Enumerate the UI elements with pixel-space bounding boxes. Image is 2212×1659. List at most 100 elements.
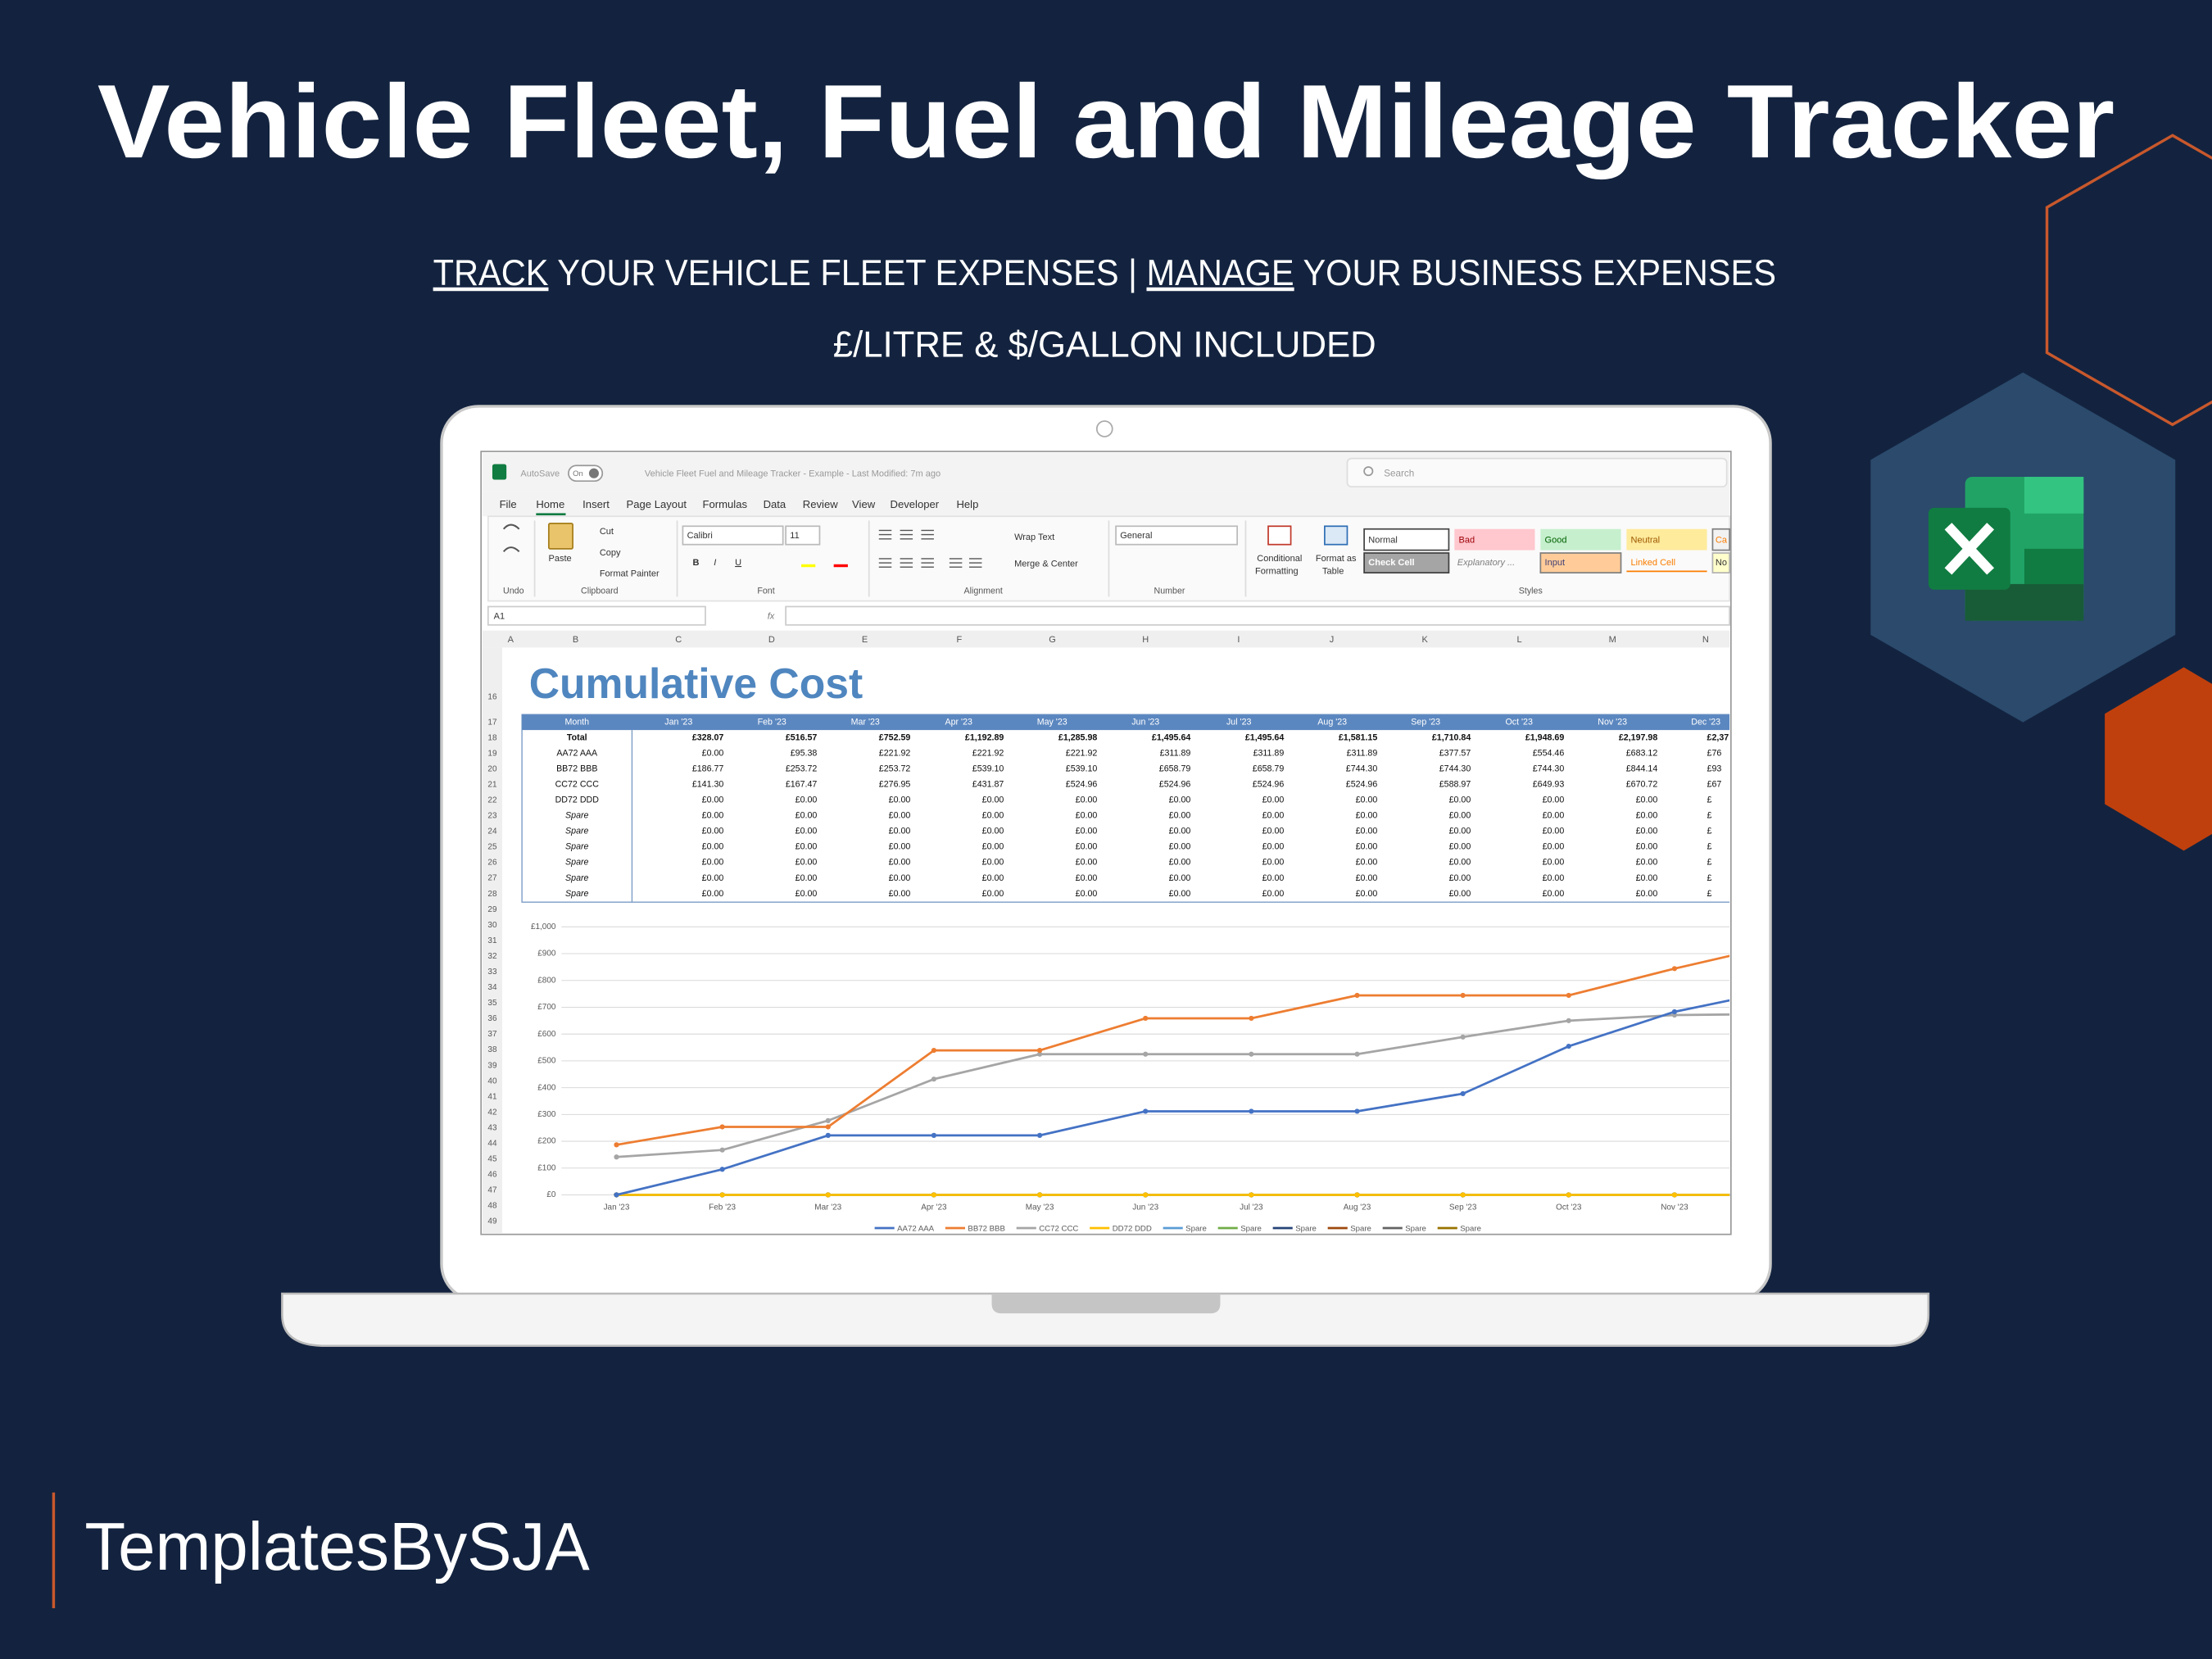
x-tick-label: Jan '23 [604, 1203, 630, 1213]
merge-center[interactable]: Merge & Center [1014, 560, 1078, 569]
wrap-text[interactable]: Wrap Text [1014, 533, 1054, 542]
column-letter: A [508, 635, 514, 645]
series-point [1036, 1051, 1043, 1057]
table-header: Jun '23 [1131, 717, 1159, 727]
table-cell: £0.00 [702, 827, 724, 836]
table-cell: £221.92 [1066, 748, 1098, 758]
y-tick-label: £100 [537, 1163, 556, 1172]
table-cell: £311.89 [1253, 748, 1285, 758]
ribbon-tab[interactable]: File [500, 498, 517, 510]
series-point [1566, 1192, 1571, 1198]
table-cell: £744.30 [1346, 764, 1378, 773]
group-label: Styles [1519, 586, 1543, 596]
series-point [1036, 1192, 1043, 1198]
legend-label: Spare [1350, 1224, 1371, 1233]
format-table-icon[interactable] [1324, 525, 1349, 546]
series-point [1354, 992, 1360, 999]
ribbon-tab[interactable]: Insert [582, 498, 610, 510]
y-tick-label: £200 [537, 1137, 556, 1146]
style-check-cell[interactable] [1363, 552, 1450, 573]
ribbon-tab[interactable]: Page Layout [627, 498, 687, 510]
table-cell: £0.00 [1449, 796, 1471, 805]
ribbon-tab[interactable]: View [852, 498, 876, 510]
y-tick-label: £1,000 [531, 922, 556, 931]
conditional-icon[interactable] [1267, 525, 1292, 546]
table-cell: £0.00 [1543, 842, 1565, 852]
logo-part [2024, 477, 2084, 514]
series-line [616, 999, 1730, 1196]
row-number: 45 [487, 1155, 497, 1164]
series-point [1249, 1192, 1254, 1198]
formula-input[interactable] [785, 605, 1730, 626]
table-cell: Spare [565, 873, 589, 883]
number-format-box[interactable] [1115, 525, 1239, 546]
font-color [833, 564, 848, 568]
alignment-icons[interactable] [878, 529, 982, 568]
table-cell: £0.00 [889, 873, 911, 883]
row-number: 38 [487, 1045, 497, 1054]
style-normal[interactable] [1363, 528, 1450, 551]
row-number: 25 [487, 843, 497, 852]
table-cell: £0.00 [1076, 858, 1098, 868]
legend-label: CC72 CCC [1039, 1224, 1078, 1233]
style-input[interactable] [1539, 552, 1622, 573]
style-label[interactable]: Explanatory ... [1457, 558, 1515, 568]
ribbon-tab[interactable]: Review [803, 498, 838, 510]
row-number: 36 [487, 1014, 497, 1023]
legend-label: Spare [1405, 1224, 1426, 1233]
table-cell: £0.00 [1449, 858, 1471, 868]
style-neutral[interactable] [1626, 528, 1707, 551]
row-number: 18 [487, 733, 497, 742]
style-good[interactable] [1540, 528, 1621, 551]
series-point [614, 1142, 619, 1148]
table-cell: £0.00 [1636, 827, 1658, 836]
row-number: 46 [487, 1171, 497, 1180]
underline-button[interactable]: U [735, 558, 741, 568]
tagline-track: TRACK [433, 252, 549, 293]
hexagon-outline [2045, 134, 2212, 427]
ribbon-tab[interactable]: Data [764, 498, 786, 510]
font-name: Calibri [687, 531, 713, 541]
row-number: 30 [487, 921, 497, 930]
column-letter: B [573, 635, 578, 645]
series-line [616, 1013, 1730, 1158]
table-cell: £93 [1707, 764, 1722, 773]
style-calc[interactable] [1711, 528, 1730, 551]
font-size-box[interactable] [785, 525, 821, 546]
table-cell: £ [1707, 827, 1712, 836]
ribbon-tab[interactable]: Formulas [703, 498, 748, 510]
laptop-base [281, 1292, 1930, 1348]
style-label[interactable]: Linked Cell [1631, 558, 1676, 568]
table-cell: £0.00 [982, 827, 1004, 836]
ribbon-tab[interactable]: Help [956, 498, 978, 510]
x-tick-label: Jun '23 [1132, 1203, 1158, 1213]
format-painter-label[interactable]: Format Painter [600, 569, 660, 579]
series-point [1143, 1192, 1149, 1198]
bold-button[interactable]: B [692, 558, 699, 568]
ribbon-tab[interactable]: Developer [891, 498, 940, 510]
name-box[interactable] [487, 605, 706, 626]
undo-icon[interactable] [502, 524, 520, 553]
table-cell: £0.00 [1356, 858, 1378, 868]
cut-label[interactable]: Cut [600, 527, 614, 537]
copy-label[interactable]: Copy [600, 548, 621, 558]
italic-button[interactable]: I [714, 558, 716, 568]
style-note[interactable] [1711, 552, 1730, 573]
paste-label: Paste [549, 554, 572, 564]
search-box[interactable] [1346, 457, 1728, 487]
ribbon-tab[interactable]: Home [536, 498, 564, 510]
row-number: 39 [487, 1061, 497, 1070]
table-cell: £253.72 [786, 764, 818, 773]
style-bad[interactable] [1454, 528, 1535, 551]
font-name-box[interactable] [682, 525, 784, 546]
paste-icon[interactable] [547, 522, 573, 550]
table-cell: £524.96 [1066, 780, 1098, 790]
table-cell: £328.07 [692, 732, 724, 742]
table-cell: £658.79 [1253, 764, 1285, 773]
table-cell: £0.00 [982, 796, 1004, 805]
table-cell: £0.00 [796, 796, 818, 805]
table-cell: £167.47 [786, 780, 818, 790]
tagline-text: YOUR VEHICLE FLEET EXPENSES | [549, 252, 1147, 293]
logo-part [1965, 583, 2084, 621]
style-label: Ca [1716, 535, 1728, 545]
